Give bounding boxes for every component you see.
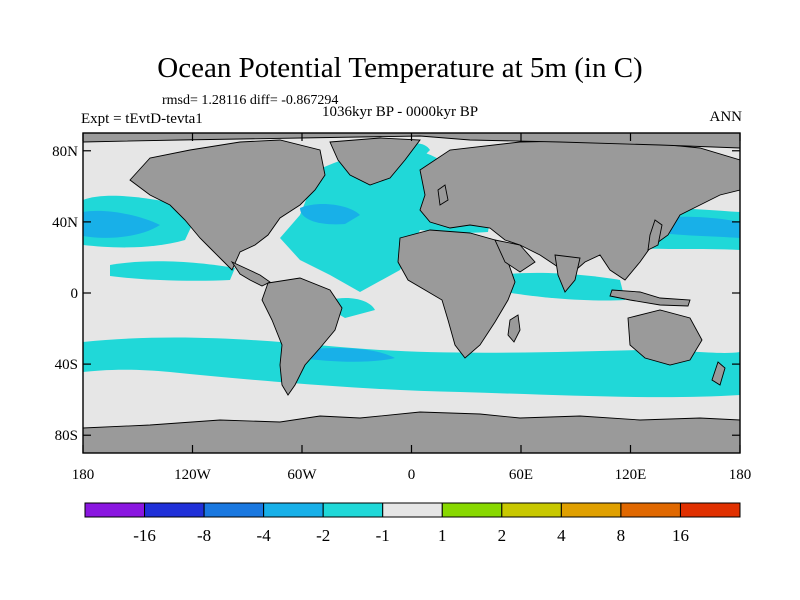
lat-tick-label: 80N [52,144,78,160]
lon-tick-label: 60W [287,467,317,483]
colorbar-label: 2 [498,526,507,545]
southern-ocean-core-anomaly [300,347,395,362]
colorbar-swatch [382,502,443,518]
colorbar-label: -4 [257,526,272,545]
colorbar-swatch [263,502,324,518]
north-atlantic-core-anomaly [300,204,360,225]
colorbar-label: 4 [557,526,566,545]
colorbar-swatch [620,502,681,518]
colorbar-swatch [322,502,384,518]
colorbar-swatch [203,502,265,518]
experiment-label: Expt = tEvtD-tevta1 [81,111,203,127]
lon-tick-label: 60E [509,467,533,483]
land-masses [83,133,740,453]
madagascar-land [507,314,521,343]
colorbar-swatch [441,502,503,518]
eurasia-land [419,139,740,281]
indonesia-land [609,289,691,307]
arabia-land [494,239,536,273]
south-atlantic-anomaly [329,298,375,318]
anomaly-patches [83,143,740,398]
british-isles-land [437,184,449,206]
map-area [83,133,740,453]
north-pacific-core-anomaly [83,210,160,238]
lat-tick-label: 40N [52,215,78,231]
lon-tick-label: 180 [72,467,95,483]
south-america-land [261,277,343,396]
colorbar-swatch [501,502,562,518]
greenland-land [329,137,421,186]
season-label: ANN [709,109,743,125]
north-atlantic-anomaly [280,149,455,292]
india-land [554,254,581,293]
period-text: 1036kyr BP - 0000kyr BP [322,104,479,120]
colorbar-label: -1 [376,526,390,545]
east-pacific-anomaly [110,261,235,281]
colorbar-label: -2 [316,526,330,545]
arctic-land [83,133,740,149]
colorbar-label: 1 [438,526,447,545]
colorbar-swatch [679,502,741,518]
africa-land [397,229,516,359]
colorbar-swatch [84,502,146,518]
colorbar-swatch [144,502,205,518]
colorbar-swatch [560,502,622,518]
lon-tick-label: 120W [174,467,212,483]
colorbar: -16 -8 -4 -2 -1 1 2 4 8 16 [84,502,741,545]
antarctica-land [83,411,740,453]
central-america-land [230,260,271,287]
longitude-axis: 180 120W 60W 0 60E 120E 180 [72,133,752,483]
stats-text: rmsd= 1.28116 diff= -0.867294 [162,93,339,108]
lon-tick-label: 0 [408,467,416,483]
colorbar-label: 8 [617,526,626,545]
lon-tick-label: 180 [729,467,752,483]
southern-ocean-anomaly [83,337,740,398]
colorbar-label: 16 [672,526,689,545]
japan-land [647,219,663,251]
plot-title: Ocean Potential Temperature at 5m (in C) [157,52,643,84]
lon-tick-label: 120E [615,467,647,483]
latitude-axis: 80N 40N 0 40S 80S [52,144,740,444]
lat-tick-label: 40S [55,357,78,373]
new-zealand-land [711,361,726,386]
australia-land [627,309,703,366]
colorbar-label: -16 [133,526,156,545]
lat-tick-label: 0 [71,286,79,302]
lat-tick-label: 80S [55,428,78,444]
north-america-land [129,139,326,271]
colorbar-label: -8 [197,526,211,545]
